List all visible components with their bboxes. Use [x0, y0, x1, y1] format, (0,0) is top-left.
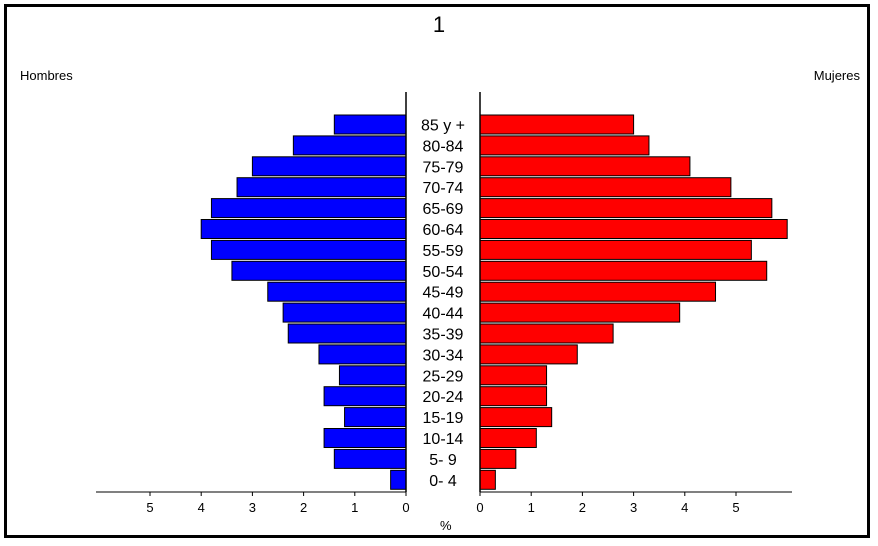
bar-hombres-17 [390, 469, 407, 490]
age-group-label: 10-14 [423, 431, 464, 448]
bar-mujeres-8 [479, 281, 717, 302]
bar-hombres-16 [333, 448, 407, 469]
age-group-label: 50-54 [423, 264, 464, 281]
age-group-label: 15-19 [423, 410, 464, 427]
bar-mujeres-10 [479, 323, 614, 344]
bar-hombres-11 [318, 344, 407, 365]
bar-mujeres-6 [479, 239, 752, 260]
bar-hombres-13 [323, 386, 407, 407]
age-group-label: 25-29 [423, 368, 464, 385]
bar-mujeres-1 [479, 135, 650, 156]
bar-hombres-0 [333, 114, 407, 135]
bar-hombres-9 [282, 302, 407, 323]
x-tick-label-left: 4 [198, 500, 205, 515]
bar-mujeres-4 [479, 198, 773, 219]
age-group-label: 0- 4 [429, 473, 457, 490]
bar-hombres-14 [344, 407, 407, 428]
age-group-label: 35-39 [423, 327, 464, 344]
right-series-label: Mujeres [813, 68, 860, 83]
bar-hombres-4 [210, 198, 407, 219]
bar-mujeres-14 [479, 407, 553, 428]
age-group-label: 20-24 [423, 389, 464, 406]
bar-mujeres-5 [479, 219, 788, 239]
age-group-label: 5- 9 [429, 452, 457, 469]
chart-title: 1 [432, 12, 446, 37]
bar-mujeres-13 [479, 386, 548, 407]
x-tick-label-right: 4 [681, 500, 688, 515]
age-group-label: 40-44 [423, 306, 464, 323]
bar-hombres-6 [210, 239, 407, 260]
bar-mujeres-16 [479, 448, 517, 469]
bar-hombres-7 [231, 260, 407, 281]
age-group-label: 85 y + [421, 118, 465, 135]
age-group-label: 70-74 [423, 180, 464, 197]
x-tick-label-right: 0 [476, 500, 483, 515]
bar-mujeres-7 [479, 260, 768, 281]
bar-mujeres-12 [479, 365, 548, 386]
x-tick-label-right: 1 [528, 500, 535, 515]
x-tick-label-left: 3 [249, 500, 256, 515]
bar-hombres-15 [323, 428, 407, 448]
bar-hombres-2 [251, 156, 407, 177]
x-tick-label-right: 2 [579, 500, 586, 515]
bar-mujeres-2 [479, 156, 691, 177]
x-tick-label-left: 1 [351, 500, 358, 515]
age-group-label: 30-34 [423, 347, 464, 364]
bar-hombres-10 [287, 323, 407, 344]
x-tick-label-right: 3 [630, 500, 637, 515]
x-tick-label-left: 5 [146, 500, 153, 515]
age-group-label: 55-59 [423, 243, 464, 260]
x-tick-label-left: 0 [402, 500, 409, 515]
bar-mujeres-11 [479, 344, 578, 365]
bar-mujeres-15 [479, 428, 537, 448]
age-group-label: 80-84 [423, 138, 464, 155]
age-group-label: 65-69 [423, 201, 464, 218]
bar-mujeres-0 [479, 114, 635, 135]
age-group-label: 75-79 [423, 159, 464, 176]
bar-mujeres-17 [479, 469, 496, 490]
bar-hombres-5 [200, 219, 407, 239]
bar-mujeres-9 [479, 302, 681, 323]
bar-hombres-12 [338, 365, 407, 386]
x-tick-label-right: 5 [732, 500, 739, 515]
x-axis-unit: % [440, 518, 452, 533]
age-group-label: 60-64 [423, 222, 464, 239]
bar-hombres-8 [267, 281, 407, 302]
age-group-label: 45-49 [423, 285, 464, 302]
bar-mujeres-3 [479, 177, 732, 198]
left-series-label: Hombres [20, 68, 73, 83]
x-tick-label-left: 2 [300, 500, 307, 515]
bar-hombres-3 [236, 177, 407, 198]
bar-hombres-1 [292, 135, 407, 156]
